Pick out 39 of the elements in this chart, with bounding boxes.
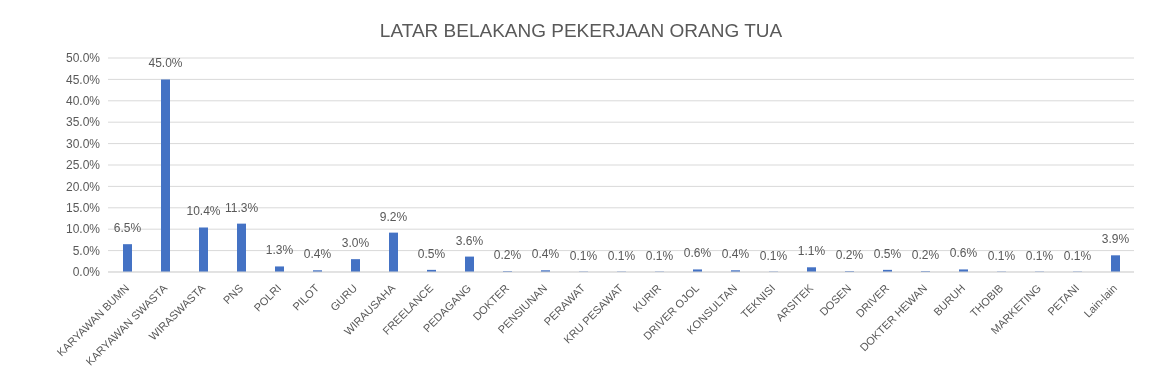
data-label: 0.1% <box>987 248 1016 263</box>
data-label: 0.2% <box>493 248 522 263</box>
data-label: 3.0% <box>341 236 370 251</box>
y-tick-label: 50.0% <box>65 51 101 66</box>
data-label: 0.2% <box>911 248 940 263</box>
y-tick-label: 10.0% <box>65 222 101 237</box>
data-label: 0.1% <box>645 248 674 263</box>
y-tick-label: 30.0% <box>65 136 101 151</box>
data-label: 1.3% <box>265 243 294 258</box>
data-label: 9.2% <box>379 209 408 224</box>
data-label: 0.1% <box>1025 248 1054 263</box>
data-label: 0.1% <box>569 248 598 263</box>
data-label: 0.4% <box>531 247 560 262</box>
data-label: 45.0% <box>148 56 183 71</box>
y-tick-label: 40.0% <box>65 94 101 109</box>
y-tick-label: 35.0% <box>65 115 101 130</box>
y-tick-label: 20.0% <box>65 179 101 194</box>
data-label: 11.3% <box>224 200 259 215</box>
data-label: 0.4% <box>303 247 332 262</box>
data-label: 3.9% <box>1101 232 1130 247</box>
data-label: 0.6% <box>949 246 978 261</box>
data-label: 10.4% <box>186 204 221 219</box>
y-tick-label: 45.0% <box>65 72 101 87</box>
data-label: 6.5% <box>113 221 142 236</box>
y-tick-label: 25.0% <box>65 158 101 173</box>
data-label: 3.6% <box>455 233 484 248</box>
data-label: 0.2% <box>835 248 864 263</box>
data-label: 1.1% <box>797 244 826 259</box>
y-tick-label: 5.0% <box>72 243 101 258</box>
data-label: 0.1% <box>607 248 636 263</box>
chart-title: LATAR BELAKANG PEKERJAAN ORANG TUA <box>378 19 784 43</box>
data-label: 0.5% <box>417 246 446 261</box>
data-label: 0.1% <box>1063 248 1092 263</box>
y-tick-label: 0.0% <box>72 265 101 280</box>
data-label: 0.4% <box>721 247 750 262</box>
data-label: 0.1% <box>759 248 788 263</box>
data-label: 0.5% <box>873 246 902 261</box>
y-tick-label: 15.0% <box>65 201 101 216</box>
data-label: 0.6% <box>683 246 712 261</box>
